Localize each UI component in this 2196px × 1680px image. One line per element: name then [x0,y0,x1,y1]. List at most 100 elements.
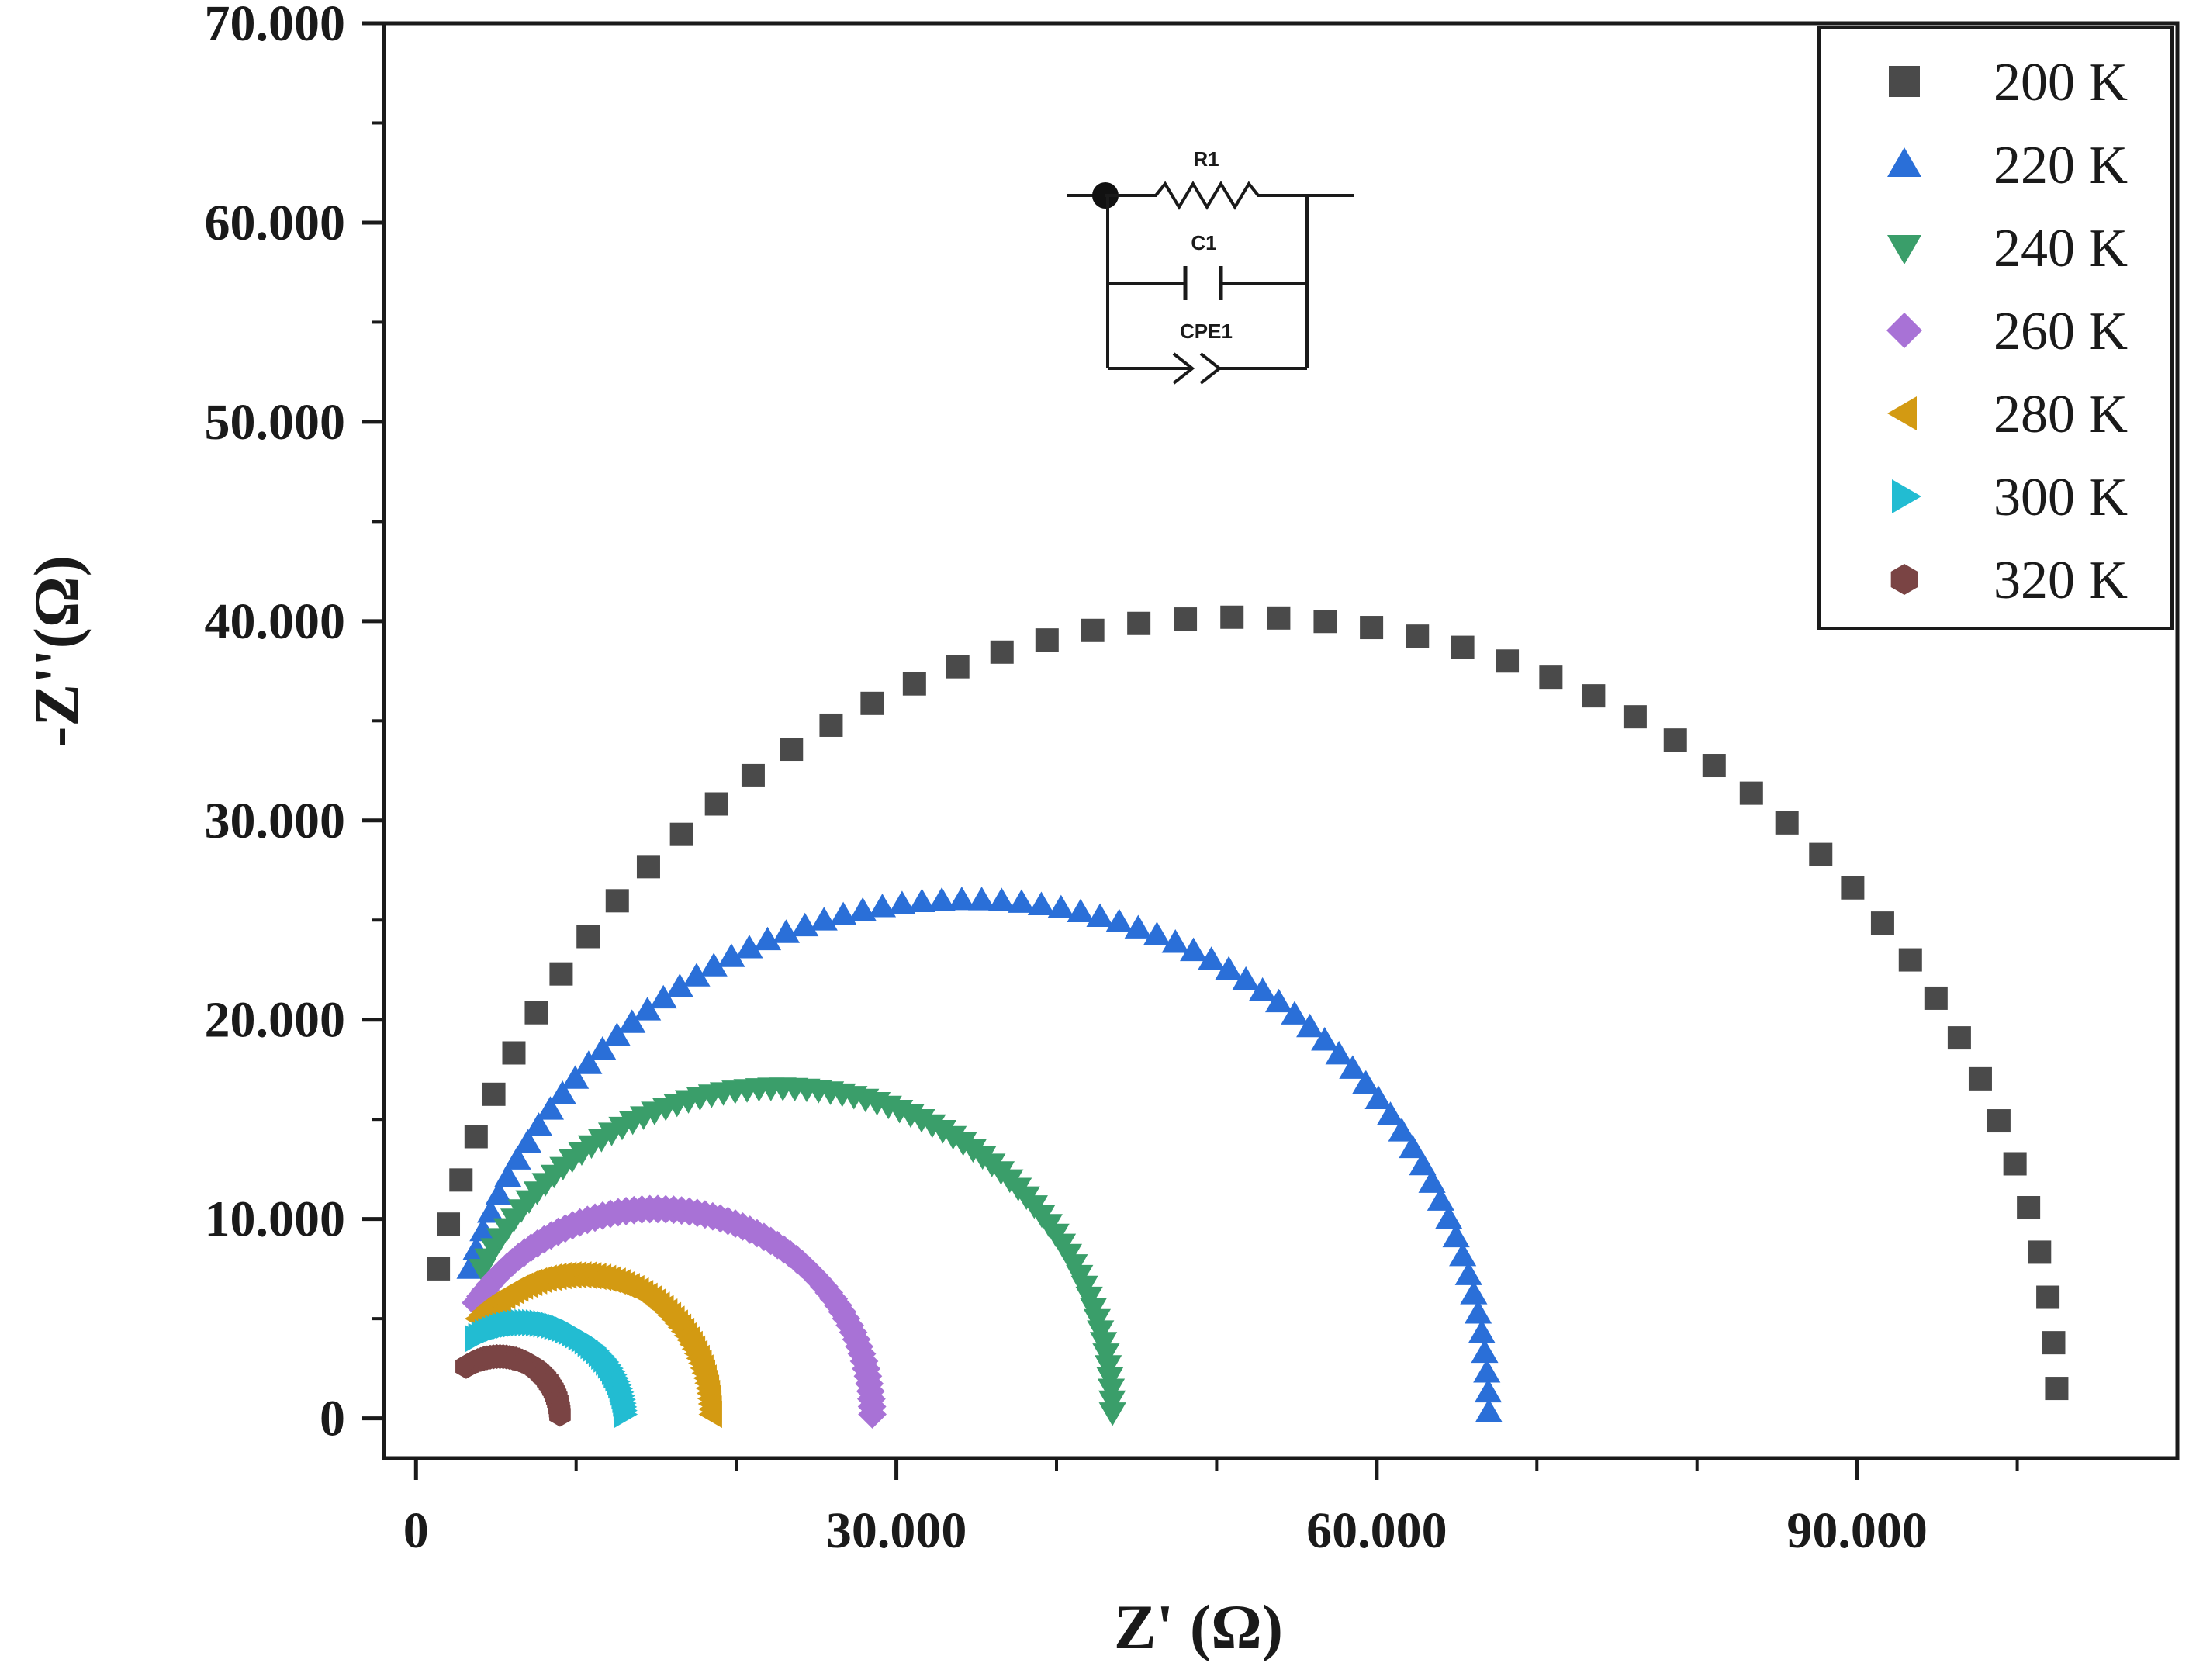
legend-marker [1889,66,1920,97]
data-point [1067,898,1095,923]
legend: 200 K 220 K 240 K 260 K 280 K 300 K 320 K [1817,26,2174,630]
data-point [1623,705,1647,729]
data-point [718,943,745,967]
data-point [1220,605,1244,629]
data-point [683,963,711,987]
legend-marker [1887,147,1921,177]
data-point [1161,929,1189,953]
legend-marker [1887,235,1921,264]
data-point [1198,946,1226,970]
data-point [1086,903,1114,928]
data-point [2045,1377,2069,1401]
legend-marker [1887,396,1917,430]
series-320-k [455,1343,571,1427]
data-point [1582,684,1606,708]
data-point [698,1400,722,1429]
data-point [1296,1013,1324,1038]
data-point [741,763,765,787]
data-point [858,1400,887,1429]
data-point [549,962,573,986]
data-point [603,1022,631,1046]
data-point [524,1001,548,1025]
data-point [514,1129,542,1153]
x-axis-title: Z' (Ω) [1114,1592,1283,1662]
y-tick-label: 20.000 [205,992,346,1049]
data-point [2028,1240,2052,1264]
axis-layer: 0 30.000 60.000 90.000 0 10.000 20.000 30.000 40… [205,0,2019,1559]
data-point [1418,1169,1446,1193]
data-point [928,887,956,911]
data-point [1097,1378,1126,1402]
data-point [1180,937,1208,962]
data-point [1232,966,1260,990]
data-point [649,984,677,1009]
data-point [605,889,629,913]
data-point [1081,618,1105,642]
data-point [634,997,662,1021]
data-point [1264,988,1293,1013]
data-point [1809,842,1833,866]
data-point [575,1050,603,1074]
legend-marker [1886,313,1922,348]
data-point [548,1080,576,1104]
series-240-k [469,1077,1126,1426]
circuit-label-r1: R1 [1193,147,1219,171]
data-point [1267,606,1291,630]
data-point [1124,914,1152,939]
data-point [1449,1242,1477,1267]
series-200-k [427,605,2069,1401]
data-point [1475,1398,1503,1422]
y-tick-label: 10.000 [205,1191,346,1248]
data-point [735,935,763,959]
data-point [704,792,728,816]
y-axis-title: -Z''(Ω) [21,555,92,748]
data-point [1409,1151,1437,1176]
data-point [1339,1055,1367,1079]
data-point [618,1009,646,1033]
data-point [1098,1390,1126,1415]
data-point [1281,1001,1309,1025]
resistor-r1-symbol [1105,181,1307,210]
data-point [666,973,693,997]
data-point [1174,607,1198,631]
data-point [669,822,693,846]
data-point [1388,1118,1416,1142]
data-point [1311,1027,1339,1051]
equivalent-circuit-inset: R1 C1 CPE1 [1067,147,1354,385]
cpe1-symbol-chevron-1 [1172,352,1195,385]
data-point [772,919,801,943]
data-point [494,1163,522,1187]
data-point [1352,1070,1380,1094]
legend-marker [1892,479,1921,513]
data-point [1987,1109,2011,1133]
x-tick-label: 30.000 [826,1502,967,1559]
legend-label: 240 K [1994,219,2128,278]
data-point [967,887,996,911]
data-point [1474,1378,1503,1403]
data-point [1924,986,1948,1010]
data-point [1035,628,1059,652]
legend-label: 320 K [1994,551,2128,610]
data-point [868,894,897,918]
data-point [1454,1261,1482,1285]
data-point [449,1168,473,1192]
data-point [1143,921,1171,945]
data-point [1898,948,1922,972]
data-point [860,691,884,715]
data-point [464,1125,488,1149]
series-220-k [456,887,1503,1422]
y-tick-label: 0 [320,1391,345,1447]
x-tick-label: 0 [403,1502,429,1559]
data-point [990,640,1014,664]
legend-box [1817,26,2174,630]
data-point [908,888,936,913]
data-point [1442,1223,1470,1248]
y-tick-label: 50.000 [205,394,346,451]
data-point [2036,1285,2060,1309]
data-point [1376,1101,1405,1125]
x-tick-label: 90.000 [1786,1502,1928,1559]
data-point [1008,889,1036,913]
data-point [524,1112,553,1136]
data-point [536,1096,565,1120]
plot-frame [382,21,2180,1460]
